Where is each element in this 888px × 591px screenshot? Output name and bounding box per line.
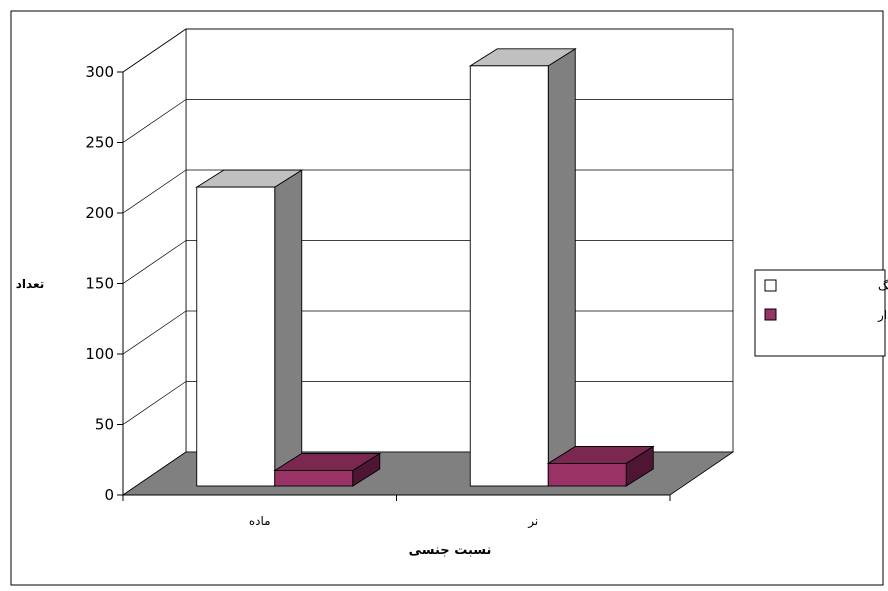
bar — [196, 186, 276, 487]
bar — [547, 462, 627, 487]
y-tick-label: 50 — [95, 416, 114, 434]
gridline-side — [122, 381, 187, 425]
y-axis-title: تعداد — [16, 277, 44, 291]
y-tick-label: 200 — [85, 204, 114, 222]
bars-group — [195, 48, 655, 487]
gridline-side — [122, 240, 187, 284]
axes-group: 0 50 100 150 200 250 300 ماده نر — [85, 63, 671, 529]
y-tick-label: 100 — [85, 345, 114, 363]
gridline-side — [122, 310, 187, 355]
y-tick-label: 300 — [85, 63, 114, 81]
bar-side — [547, 48, 576, 487]
x-tick-label: نر — [527, 514, 538, 529]
legend-label-untagged: نمونه بدون تگ — [878, 279, 888, 294]
legend-box — [754, 269, 886, 357]
y-tick-label: 250 — [85, 134, 114, 152]
gridline-side — [122, 28, 187, 73]
legend: نمونه بدون تگ نمونه تگ دار — [754, 269, 888, 357]
y-tick-label: 0 — [104, 486, 114, 504]
legend-swatch-untagged — [764, 279, 777, 292]
bar-side — [274, 169, 303, 487]
gridline-side — [122, 169, 187, 214]
x-tick-label: ماده — [249, 514, 271, 528]
bar — [469, 65, 549, 487]
x-axis-title: نسبت جنسی — [409, 543, 492, 558]
legend-swatch-tagged — [764, 308, 777, 321]
y-tick-label: 150 — [85, 275, 114, 293]
gridline-side — [122, 99, 187, 143]
bar — [274, 470, 354, 487]
legend-label-tagged: نمونه تگ دار — [877, 308, 888, 323]
